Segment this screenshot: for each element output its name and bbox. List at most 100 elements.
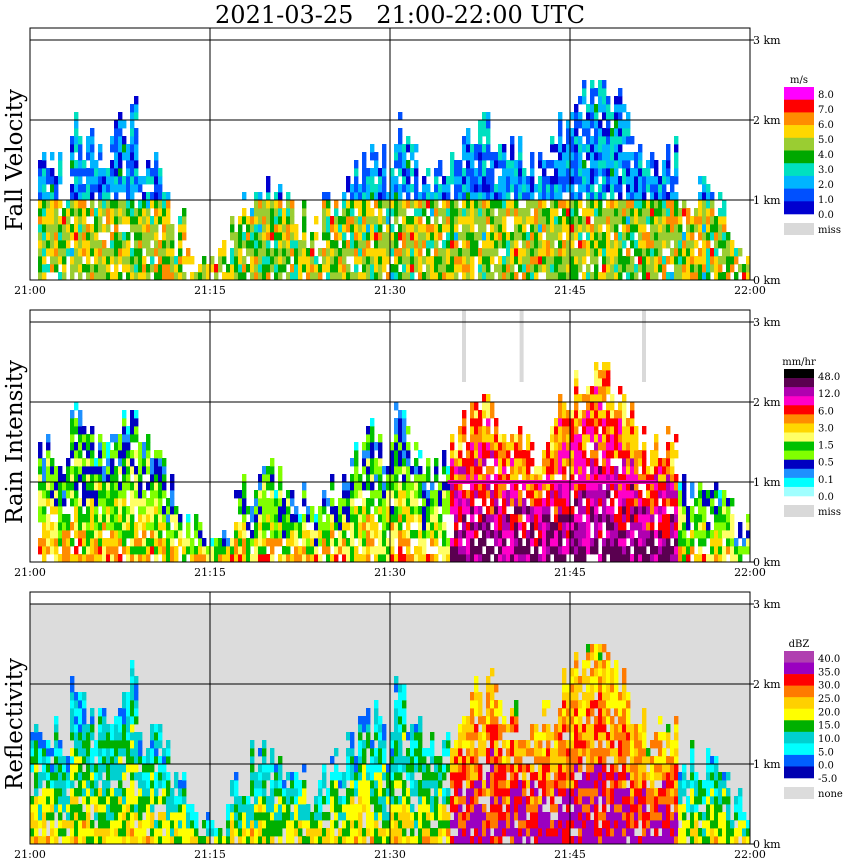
echo-cell — [250, 506, 255, 515]
echo-cell — [494, 458, 499, 467]
echo-cell — [394, 176, 399, 185]
echo-cell — [482, 120, 487, 129]
echo-cell — [574, 120, 579, 129]
echo-cell — [554, 506, 559, 515]
echo-cell — [278, 192, 283, 201]
echo-cell — [582, 410, 587, 419]
echo-cell — [102, 248, 107, 257]
echo-cell — [502, 168, 507, 177]
echo-cell — [434, 240, 439, 249]
echo-cell — [614, 530, 619, 539]
echo-cell — [270, 208, 275, 217]
echo-cell — [714, 538, 719, 547]
echo-cell — [386, 240, 391, 249]
echo-cell — [70, 498, 75, 507]
echo-cell — [418, 490, 423, 499]
echo-cell — [66, 458, 71, 467]
echo-cell — [522, 474, 527, 483]
echo-cell — [54, 780, 59, 789]
echo-cell — [474, 546, 479, 555]
echo-cell — [394, 272, 399, 281]
echo-cell — [38, 168, 43, 177]
echo-cell — [582, 240, 587, 249]
echo-cell — [118, 216, 123, 225]
echo-cell — [406, 256, 411, 265]
echo-cell — [450, 256, 455, 265]
echo-cell — [346, 490, 351, 499]
echo-cell — [62, 272, 67, 281]
echo-cell — [370, 482, 375, 491]
echo-cell — [662, 474, 667, 483]
echo-cell — [318, 530, 323, 539]
echo-cell — [154, 514, 159, 523]
echo-cell — [170, 506, 175, 515]
echo-cell — [482, 128, 487, 137]
echo-cell — [434, 554, 439, 563]
echo-cell — [258, 538, 263, 547]
echo-cell — [406, 224, 411, 233]
echo-cell — [466, 450, 471, 459]
echo-cell — [622, 216, 627, 225]
echo-cell — [266, 804, 271, 813]
echo-cell — [330, 522, 335, 531]
echo-cell — [630, 168, 635, 177]
echo-cell — [254, 772, 259, 781]
echo-cell — [394, 474, 399, 483]
echo-cell — [610, 554, 615, 563]
echo-cell — [622, 426, 627, 435]
echo-cell — [254, 490, 259, 499]
echo-cell — [710, 208, 715, 217]
echo-cell — [422, 498, 427, 507]
echo-cell — [74, 740, 79, 749]
echo-cell — [126, 522, 131, 531]
echo-cell — [182, 780, 187, 789]
echo-cell — [150, 796, 155, 805]
echo-cell — [382, 490, 387, 499]
echo-cell — [146, 232, 151, 241]
echo-cell — [538, 232, 543, 241]
echo-cell — [134, 796, 139, 805]
echo-cell — [638, 474, 643, 483]
echo-cell — [654, 160, 659, 169]
echo-cell — [546, 490, 551, 499]
echo-cell — [554, 184, 559, 193]
echo-cell — [138, 554, 143, 563]
echo-cell — [306, 272, 311, 281]
echo-cell — [50, 458, 55, 467]
echo-cell — [130, 482, 135, 491]
echo-cell — [610, 538, 615, 547]
echo-cell — [582, 272, 587, 281]
echo-cell — [542, 264, 547, 273]
echo-cell — [398, 538, 403, 547]
echo-cell — [518, 248, 523, 257]
echo-cell — [58, 272, 63, 281]
echo-cell — [374, 264, 379, 273]
echo-cell — [278, 216, 283, 225]
echo-cell — [562, 522, 567, 531]
echo-cell — [126, 546, 131, 555]
echo-cell — [98, 176, 103, 185]
echo-cell — [578, 522, 583, 531]
echo-cell — [474, 144, 479, 153]
echo-cell — [350, 538, 355, 547]
echo-cell — [434, 538, 439, 547]
echo-cell — [262, 538, 267, 547]
echo-cell — [134, 708, 139, 717]
echo-cell — [42, 216, 47, 225]
echo-cell — [78, 168, 83, 177]
echo-cell — [382, 152, 387, 161]
echo-cell — [618, 248, 623, 257]
echo-cell — [494, 200, 499, 209]
echo-cell — [482, 522, 487, 531]
echo-cell — [578, 538, 583, 547]
echo-cell — [514, 168, 519, 177]
echo-cell — [50, 482, 55, 491]
echo-cell — [494, 418, 499, 427]
echo-cell — [462, 152, 467, 161]
echo-cell — [598, 378, 603, 387]
echo-cell — [510, 498, 515, 507]
echo-cell — [134, 184, 139, 193]
echo-cell — [54, 828, 59, 837]
echo-cell — [154, 796, 159, 805]
echo-cell — [530, 482, 535, 491]
